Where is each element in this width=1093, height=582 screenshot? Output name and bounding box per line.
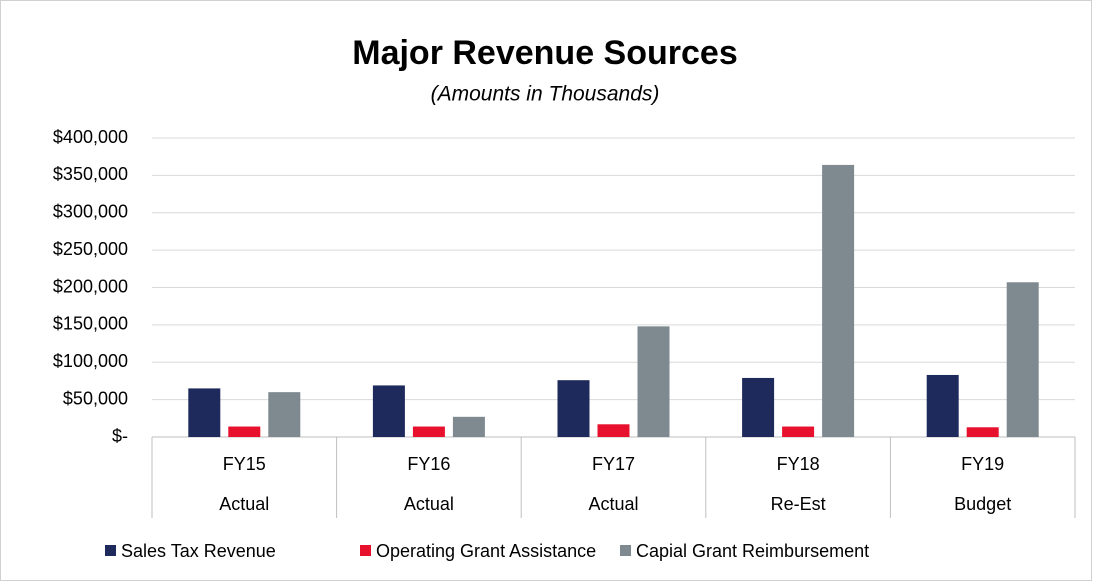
legend-label: Sales Tax Revenue <box>121 541 276 561</box>
x-tick-label: FY19 <box>961 454 1004 474</box>
x-subcategory-label: Actual <box>588 494 638 514</box>
bar <box>452 416 485 437</box>
bar <box>228 426 261 437</box>
bar <box>966 427 999 437</box>
y-tick-label: $400,000 <box>53 127 128 147</box>
y-tick-label: $300,000 <box>53 202 128 222</box>
bar <box>372 385 405 437</box>
bar <box>557 380 590 437</box>
x-subcategory-label: Actual <box>404 494 454 514</box>
bar <box>926 374 959 437</box>
y-tick-label: $100,000 <box>53 351 128 371</box>
chart-title: Major Revenue Sources <box>352 34 737 72</box>
legend-swatch <box>105 545 116 556</box>
y-tick-label: $250,000 <box>53 239 128 259</box>
bar <box>782 426 815 437</box>
x-tick-label: FY18 <box>777 454 820 474</box>
x-tick-label: FY17 <box>592 454 635 474</box>
x-tick-label: FY15 <box>223 454 266 474</box>
y-tick-label: $200,000 <box>53 276 128 296</box>
bar <box>822 164 855 437</box>
bar <box>637 326 670 437</box>
bar <box>742 377 775 437</box>
legend-label: Operating Grant Assistance <box>376 541 596 561</box>
x-tick-label: FY16 <box>407 454 450 474</box>
bar <box>412 426 445 437</box>
y-tick-label: $350,000 <box>53 164 128 184</box>
legend-label: Capial Grant Reimbursement <box>636 541 869 561</box>
bar <box>1006 282 1039 437</box>
x-subcategory-label: Actual <box>219 494 269 514</box>
legend-swatch <box>360 545 371 556</box>
bar <box>597 424 630 437</box>
y-tick-label: $150,000 <box>53 314 128 334</box>
y-tick-label: $- <box>112 426 128 446</box>
chart-subtitle: (Amounts in Thousands) <box>431 83 660 106</box>
y-tick-label: $50,000 <box>63 388 128 408</box>
bar <box>268 392 301 437</box>
bar <box>188 388 221 437</box>
legend-swatch <box>620 545 631 556</box>
x-subcategory-label: Budget <box>954 494 1011 514</box>
x-subcategory-label: Re-Est <box>771 494 826 514</box>
